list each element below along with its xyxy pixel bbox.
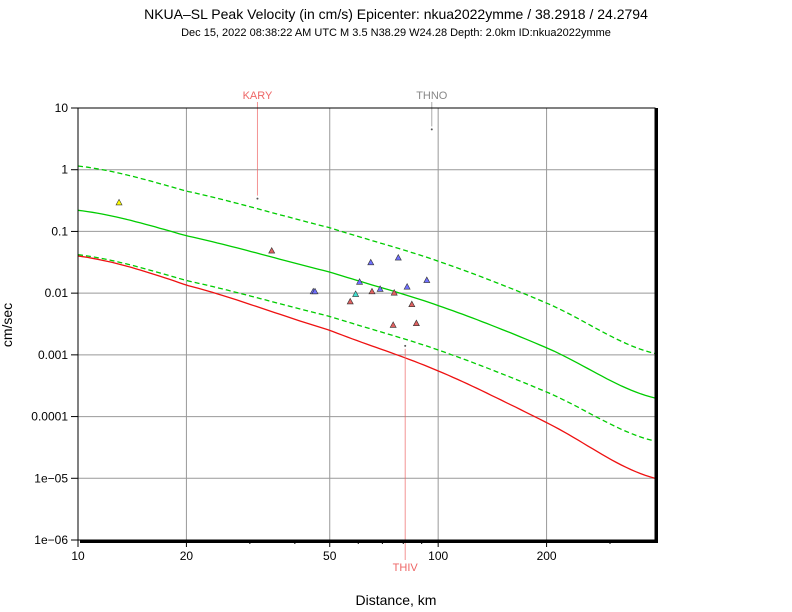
y-tick-label: 10 <box>55 101 69 115</box>
attenuation-curve <box>78 209 655 399</box>
y-axis-label: cm/sec <box>0 303 15 347</box>
y-tick-label: 0.01 <box>45 286 69 300</box>
station-point <box>404 344 407 347</box>
data-point <box>268 246 276 254</box>
x-axis-label: Distance, km <box>356 592 437 608</box>
plot-area: 10 20 50 100 200 10 1 0.1 0.01 0.001 0.0001 1e−05 1e… <box>31 90 658 574</box>
data-point <box>423 276 431 283</box>
x-tick-label: 100 <box>428 549 448 563</box>
data-point <box>390 289 398 296</box>
y-tick-label: 0.001 <box>38 348 68 362</box>
y-tick-label: 1e−05 <box>34 471 68 485</box>
y-tick-label: 1 <box>61 163 68 177</box>
station-point <box>256 197 259 200</box>
data-point <box>356 278 364 285</box>
station-label: KARY <box>243 90 273 102</box>
x-tick-label: 200 <box>537 549 557 563</box>
data-point <box>376 285 384 292</box>
chart-title: NKUA–SL Peak Velocity (in cm/s) Epicente… <box>144 6 648 22</box>
data-point <box>368 287 376 295</box>
y-tick-label: 0.1 <box>51 224 68 238</box>
data-point <box>367 258 375 266</box>
y-tick-label: 1e−06 <box>34 533 68 547</box>
x-tick-label: 10 <box>71 549 85 563</box>
bound-curve <box>78 254 655 442</box>
station-label: THNO <box>416 90 448 102</box>
station-point <box>430 128 433 131</box>
data-point <box>408 300 416 307</box>
data-point <box>352 290 360 297</box>
attenuation-curve <box>78 255 655 479</box>
data-point <box>403 283 411 290</box>
x-tick-label: 20 <box>180 549 194 563</box>
plot-background <box>78 108 655 540</box>
chart-subtitle: Dec 15, 2022 08:38:22 AM UTC M 3.5 N38.2… <box>181 27 611 39</box>
bound-curve <box>78 165 655 355</box>
data-point <box>346 297 354 305</box>
y-tick-label: 0.0001 <box>31 410 68 424</box>
data-point <box>412 319 420 326</box>
x-tick-label: 50 <box>323 549 337 563</box>
station-label: THIV <box>393 562 419 574</box>
data-point <box>389 321 397 328</box>
data-point <box>311 287 319 295</box>
data-point <box>394 253 402 261</box>
data-point <box>115 198 123 206</box>
